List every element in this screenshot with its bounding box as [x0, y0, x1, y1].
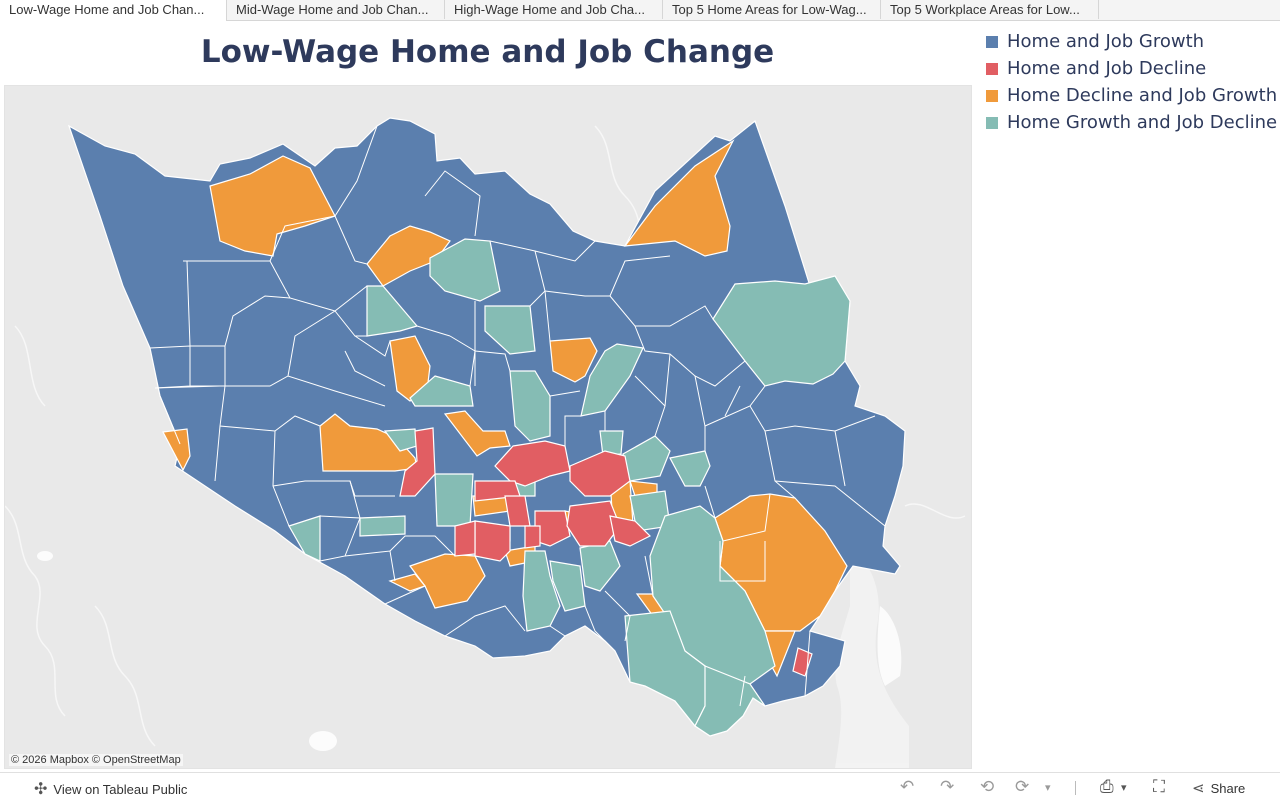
tab-bar: Low-Wage Home and Job Chan... Mid-Wage H…	[0, 0, 1280, 21]
tab-mid-wage-home-job-change[interactable]: Mid-Wage Home and Job Chan...	[227, 0, 445, 19]
revert-icon[interactable]: ⟲	[980, 777, 995, 796]
tab-top5-workplace-areas[interactable]: Top 5 Workplace Areas for Low...	[881, 0, 1099, 19]
basemap-water	[37, 548, 909, 768]
legend-item-home-decline-job-growth[interactable]: Home Decline and Job Growth	[986, 82, 1277, 109]
legend-label: Home and Job Growth	[1007, 31, 1205, 52]
map[interactable]: © 2026 Mapbox © OpenStreetMap	[4, 85, 972, 769]
legend-item-home-job-decline[interactable]: Home and Job Decline	[986, 55, 1277, 82]
legend-item-home-job-growth[interactable]: Home and Job Growth	[986, 28, 1277, 55]
tab-low-wage-home-job-change[interactable]: Low-Wage Home and Job Chan...	[0, 0, 227, 21]
tab-top5-home-areas[interactable]: Top 5 Home Areas for Low-Wag...	[663, 0, 881, 19]
legend-swatch	[986, 35, 998, 48]
share-icon: ⋖	[1192, 780, 1205, 797]
legend-item-home-growth-job-decline[interactable]: Home Growth and Job Decline	[986, 109, 1277, 136]
legend-label: Home Growth and Job Decline	[1007, 112, 1278, 133]
legend: Home and Job Growth Home and Job Decline…	[986, 28, 1277, 136]
toolbar-divider	[1075, 781, 1076, 795]
map-canvas[interactable]	[5, 86, 971, 768]
boundary-lines	[149, 125, 886, 707]
download-icon[interactable]: ⎙	[1100, 777, 1114, 796]
legend-swatch	[986, 116, 998, 129]
region-fills	[162, 139, 851, 737]
tableau-logo-icon: ✣	[34, 781, 48, 798]
page-title: Low-Wage Home and Job Change	[200, 34, 775, 70]
download-dropdown-icon[interactable]: ▾	[1121, 782, 1127, 794]
legend-label: Home and Job Decline	[1007, 58, 1207, 79]
undo-icon[interactable]: ↶	[900, 777, 915, 796]
fullscreen-icon[interactable]: ⛶	[1153, 777, 1165, 796]
legend-swatch	[986, 89, 998, 102]
tab-high-wage-home-job-change[interactable]: High-Wage Home and Job Cha...	[445, 0, 663, 19]
refresh-icon[interactable]: ⟳	[1015, 777, 1030, 796]
legend-swatch	[986, 62, 998, 75]
view-on-tableau-public-link[interactable]: ✣ View on Tableau Public	[34, 779, 187, 799]
map-attribution[interactable]: © 2026 Mapbox © OpenStreetMap	[9, 754, 183, 766]
redo-icon[interactable]: ↷	[940, 777, 955, 796]
legend-label: Home Decline and Job Growth	[1007, 85, 1278, 106]
view-on-tableau-label: View on Tableau Public	[53, 781, 188, 797]
refresh-dropdown-icon[interactable]: ▾	[1045, 782, 1051, 794]
toolbar: ✣ View on Tableau Public ↶ ↷ ⟲ ⟳ ▾ ⎙ ▾ ⛶…	[0, 772, 1280, 801]
share-button[interactable]: ⋖ Share	[1192, 779, 1245, 797]
share-label: Share	[1210, 780, 1246, 796]
